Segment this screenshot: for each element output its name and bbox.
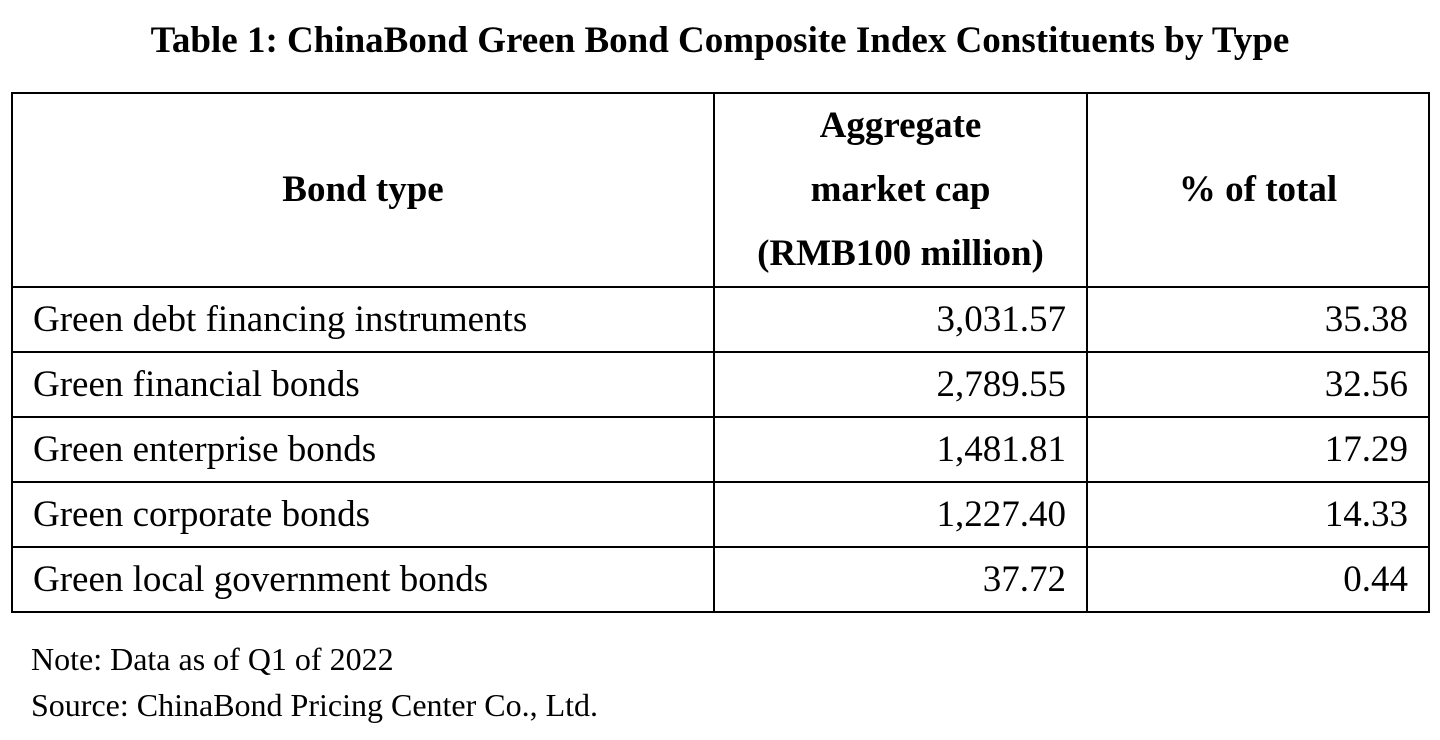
table-row: Green local government bonds 37.72 0.44 <box>11 546 1430 613</box>
bond-type-table: Bond type Aggregate market cap (RMB100 m… <box>11 92 1430 613</box>
table-header-row: Bond type Aggregate market cap (RMB100 m… <box>11 92 1430 288</box>
cell-bond-type: Green enterprise bonds <box>11 416 715 483</box>
header-bond-type: Bond type <box>11 92 715 288</box>
cell-pct-total: 32.56 <box>1086 351 1430 418</box>
cell-market-cap: 3,031.57 <box>713 286 1088 353</box>
cell-market-cap: 2,789.55 <box>713 351 1088 418</box>
header-pct-total: % of total <box>1086 92 1430 288</box>
source-note: Source: ChinaBond Pricing Center Co., Lt… <box>31 687 599 723</box>
cell-bond-type: Green financial bonds <box>11 351 715 418</box>
cell-market-cap: 1,227.40 <box>713 481 1088 548</box>
cell-bond-type: Green local government bonds <box>11 546 715 613</box>
header-market-cap: Aggregate market cap (RMB100 million) <box>713 92 1088 288</box>
cell-pct-total: 0.44 <box>1086 546 1430 613</box>
table-footnotes: Note: Data as of Q1 of 2022 Source: Chin… <box>31 636 598 728</box>
table-row: Green corporate bonds 1,227.40 14.33 <box>11 481 1430 548</box>
header-market-cap-line-1: Aggregate <box>819 105 982 146</box>
header-market-cap-line-2: market cap <box>810 169 991 210</box>
header-market-cap-line-3: (RMB100 million) <box>757 233 1044 274</box>
table-title: Table 1: ChinaBond Green Bond Composite … <box>150 20 1290 61</box>
table-row: Green enterprise bonds 1,481.81 17.29 <box>11 416 1430 483</box>
table-row: Green debt financing instruments 3,031.5… <box>11 286 1430 353</box>
cell-bond-type: Green corporate bonds <box>11 481 715 548</box>
cell-pct-total: 14.33 <box>1086 481 1430 548</box>
cell-pct-total: 35.38 <box>1086 286 1430 353</box>
cell-bond-type: Green debt financing instruments <box>11 286 715 353</box>
cell-pct-total: 17.29 <box>1086 416 1430 483</box>
data-note: Note: Data as of Q1 of 2022 <box>31 641 394 677</box>
table-row: Green financial bonds 2,789.55 32.56 <box>11 351 1430 418</box>
cell-market-cap: 37.72 <box>713 546 1088 613</box>
cell-market-cap: 1,481.81 <box>713 416 1088 483</box>
